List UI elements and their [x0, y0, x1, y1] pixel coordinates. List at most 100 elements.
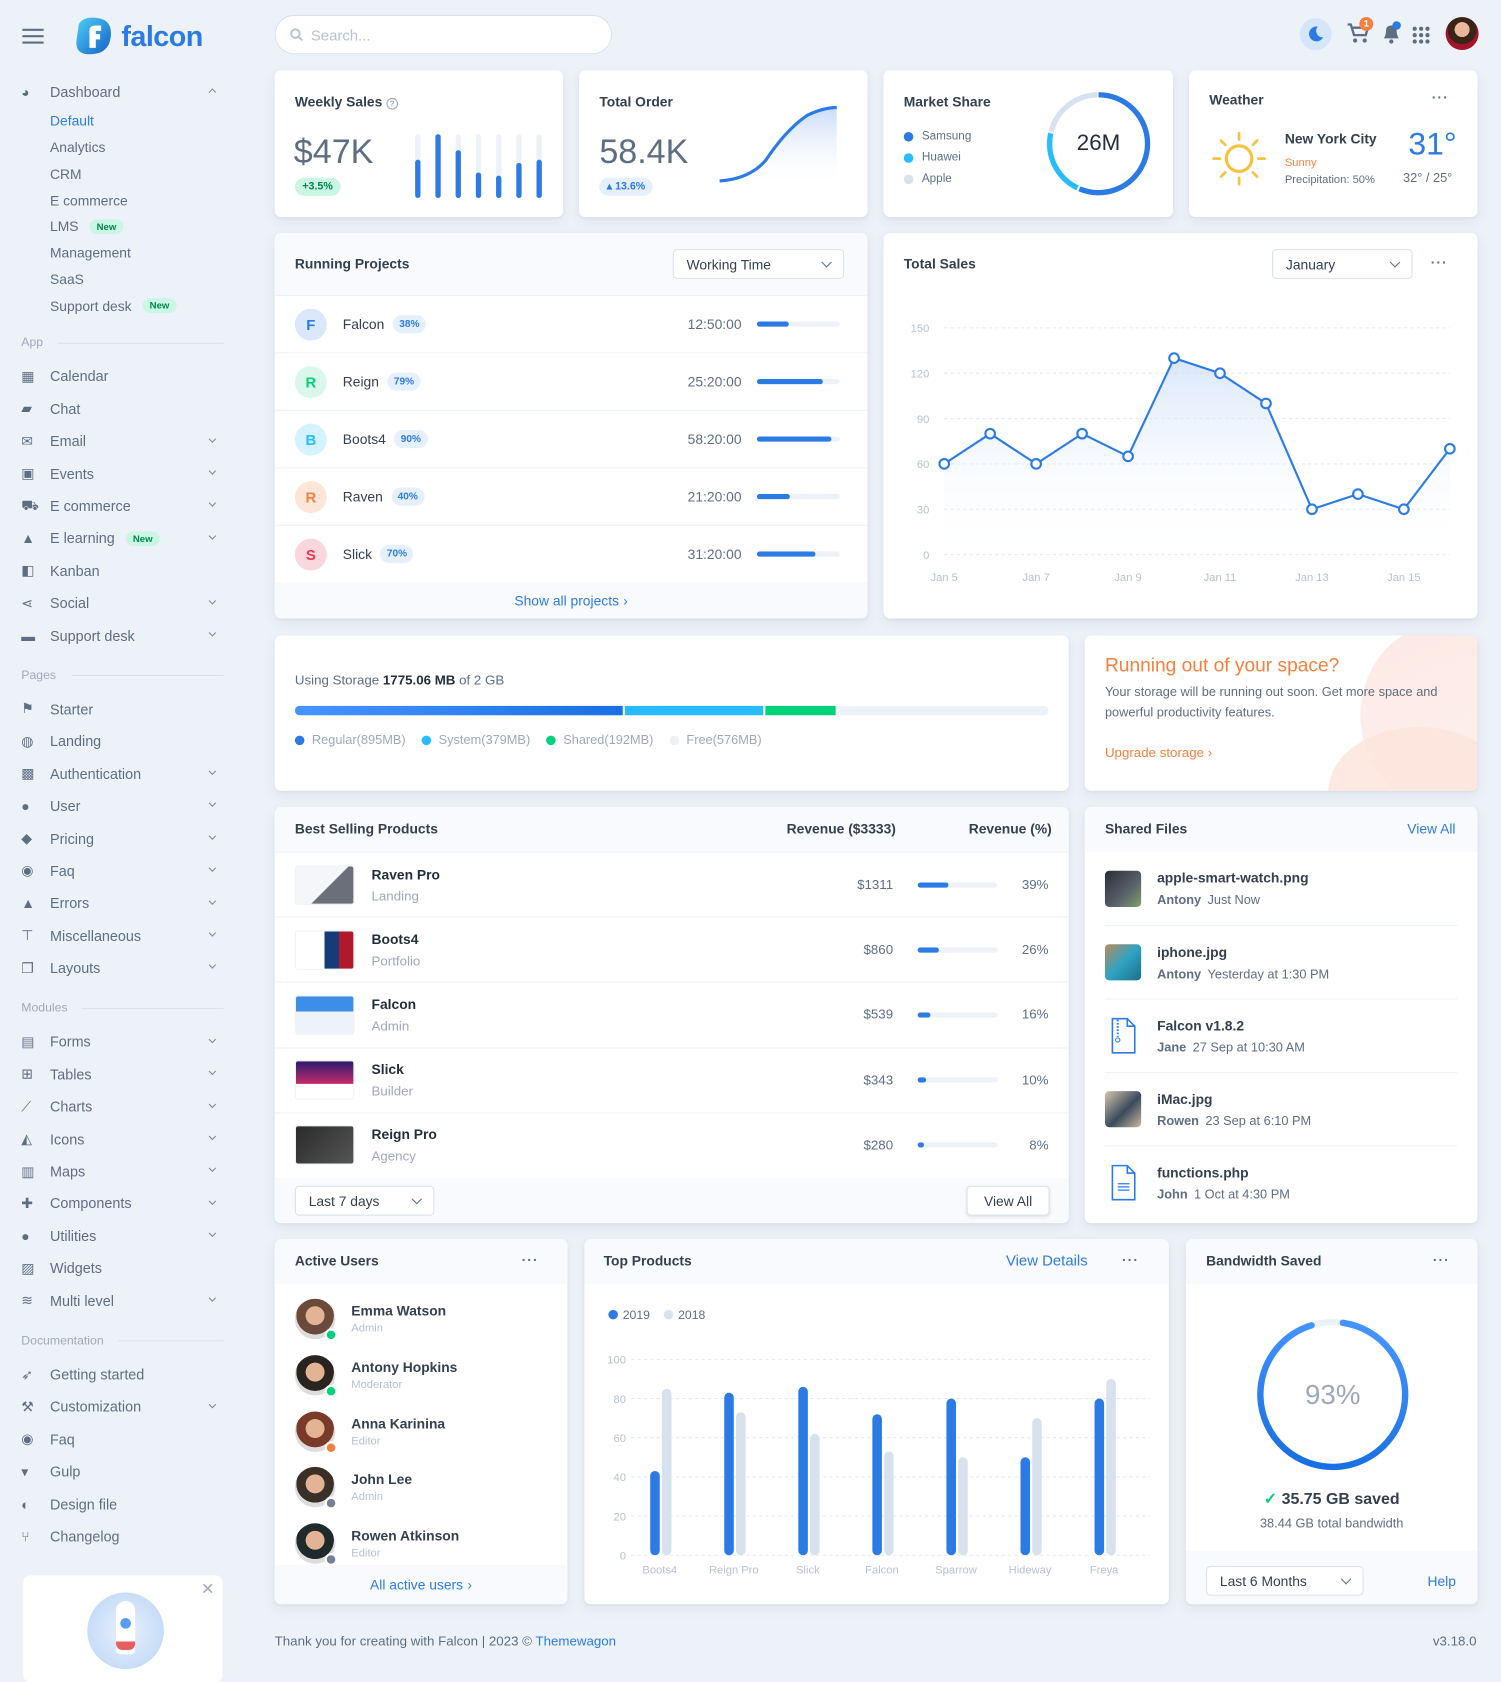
sidebar-item-widgets[interactable]: ▨ Widgets — [21, 1252, 223, 1284]
bar-falcon-2019[interactable] — [872, 1414, 882, 1556]
sidebar-item-forms[interactable]: ▤ Forms — [21, 1026, 223, 1058]
show-all-projects-link[interactable]: Show all projects › — [274, 582, 868, 619]
view-all-files-link[interactable]: View All — [1407, 820, 1456, 837]
user-row[interactable]: Emma Watson Admin — [294, 1291, 547, 1346]
sidebar-item-kanban[interactable]: ◧ Kanban — [21, 555, 223, 587]
user-row[interactable]: Rowen Atkinson Editor — [294, 1516, 547, 1571]
sidebar-item-changelog[interactable]: ⑂ Changelog — [21, 1520, 223, 1552]
data-point-jan-14[interactable] — [1352, 488, 1364, 500]
cart-button[interactable]: 1 — [1347, 17, 1374, 49]
sidebar-item-pricing[interactable]: ◆ Pricing — [21, 823, 223, 855]
product-row[interactable]: Falcon Admin $539 16% — [274, 981, 1069, 1047]
sidebar-item-maps[interactable]: ▥ Maps — [21, 1155, 223, 1187]
user-row[interactable]: Antony Hopkins Moderator — [294, 1347, 547, 1402]
sidebar-item-miscellaneous[interactable]: ⊤ Miscellaneous — [21, 920, 223, 952]
sidebar-item-chat[interactable]: ▰ Chat — [21, 393, 223, 425]
project-row[interactable]: B Boots4 90% 58:20:00 — [274, 409, 868, 467]
data-point-jan-8[interactable] — [1076, 427, 1088, 440]
help-link[interactable]: Help — [1427, 1573, 1456, 1590]
sidebar-subitem-support-desk[interactable]: Support desk New — [21, 293, 223, 319]
sidebar-item-authentication[interactable]: ▩ Authentication — [21, 758, 223, 790]
brand-logo[interactable]: falcon — [72, 16, 203, 56]
bar-falcon-2018[interactable] — [884, 1451, 894, 1556]
user-avatar[interactable] — [1445, 17, 1479, 51]
user-row[interactable]: John Lee Admin — [294, 1460, 547, 1515]
file-row[interactable]: functions.php John 1 Oct at 4:30 PM — [1104, 1145, 1458, 1218]
sidebar-item-landing[interactable]: ◍ Landing — [21, 726, 223, 758]
sidebar-item-faq[interactable]: ◉ Faq — [21, 1423, 223, 1455]
product-row[interactable]: Reign Pro Agency $280 8% — [274, 1112, 1069, 1177]
sidebar-item-utilities[interactable]: ● Utilities — [21, 1220, 223, 1252]
sidebar-subitem-lms[interactable]: LMS New — [21, 214, 223, 240]
data-point-jan-7[interactable] — [1030, 458, 1043, 470]
sidebar-item-dashboard[interactable]: ◕ Dashboard — [21, 76, 223, 108]
sidebar-item-support-desk[interactable]: ▬ Support desk — [21, 619, 223, 651]
data-point-jan-9[interactable] — [1122, 450, 1134, 463]
project-row[interactable]: F Falcon 38% 12:50:00 — [274, 294, 868, 352]
sidebar-subitem-saas[interactable]: SaaS — [21, 266, 223, 292]
sidebar-item-layouts[interactable]: ❐ Layouts — [21, 952, 223, 984]
product-row[interactable]: Slick Builder $343 10% — [274, 1047, 1069, 1112]
sidebar-item-components[interactable]: ✚ Components — [21, 1188, 223, 1220]
sidebar-item-calendar[interactable]: ▦ Calendar — [21, 361, 223, 393]
data-point-jan-11[interactable] — [1214, 367, 1226, 380]
file-row[interactable]: iphone.jpg Antony Yesterday at 1:30 PM — [1104, 925, 1458, 998]
sidebar-subitem-default[interactable]: Default — [21, 108, 223, 134]
search-input[interactable]: Search... — [274, 14, 613, 55]
period-select[interactable]: Last 6 Months — [1206, 1565, 1364, 1596]
bar-hideway-2018[interactable] — [1032, 1418, 1042, 1556]
sidebar-item-email[interactable]: ✉ Email — [21, 425, 223, 457]
more-options-icon[interactable]: ··· — [1121, 1251, 1140, 1268]
apps-grid-button[interactable] — [1412, 26, 1430, 44]
notifications-button[interactable] — [1381, 21, 1402, 50]
more-options-icon[interactable]: ··· — [1432, 1251, 1450, 1268]
project-row[interactable]: S Slick 70% 31:20:00 — [274, 524, 868, 582]
sidebar-item-tables[interactable]: ⊞ Tables — [21, 1058, 223, 1090]
file-row[interactable]: iMac.jpg Rowen 23 Sep at 6:10 PM — [1104, 1071, 1458, 1145]
more-options-icon[interactable]: ··· — [1430, 254, 1448, 271]
menu-toggle[interactable] — [22, 28, 44, 44]
bar-sparrow-2019[interactable] — [946, 1398, 956, 1556]
themewagon-link[interactable]: Themewagon — [535, 1634, 617, 1649]
sidebar-item-multi-level[interactable]: ≋ Multi level — [21, 1285, 223, 1317]
sidebar-item-user[interactable]: ● User — [21, 790, 223, 822]
sidebar-subitem-analytics[interactable]: Analytics — [21, 134, 223, 160]
sidebar-item-charts[interactable]: ⟋ Charts — [21, 1091, 223, 1123]
sidebar-item-e-commerce[interactable]: ⛟ E commerce — [21, 490, 223, 522]
period-select[interactable]: Last 7 days — [294, 1185, 435, 1216]
sidebar-item-starter[interactable]: ⚑ Starter — [21, 693, 223, 725]
sidebar-subitem-crm[interactable]: CRM — [21, 161, 223, 187]
data-point-jan-10[interactable] — [1168, 352, 1180, 364]
sidebar-item-faq[interactable]: ◉ Faq — [21, 855, 223, 887]
sidebar-subitem-management[interactable]: Management — [21, 240, 223, 266]
bar-slick-2019[interactable] — [798, 1386, 808, 1556]
project-row[interactable]: R Reign 79% 25:20:00 — [274, 352, 868, 409]
sidebar-item-social[interactable]: ⋖ Social — [21, 587, 223, 619]
sidebar-item-design-file[interactable]: ◐ Design file — [21, 1488, 223, 1520]
help-icon[interactable]: ? — [386, 97, 398, 110]
product-row[interactable]: Boots4 Portfolio $860 26% — [274, 916, 1069, 982]
upgrade-storage-link[interactable]: Upgrade storage › — [1105, 745, 1212, 760]
bar-boots4-2019[interactable] — [650, 1471, 660, 1556]
bar-freya-2019[interactable] — [1094, 1398, 1105, 1556]
sidebar-item-getting-started[interactable]: ➶ Getting started — [21, 1359, 223, 1391]
bar-boots4-2018[interactable] — [661, 1388, 672, 1556]
bar-hideway-2019[interactable] — [1020, 1457, 1031, 1556]
sidebar-item-errors[interactable]: ▲ Errors — [21, 887, 223, 919]
sidebar-subitem-e-commerce[interactable]: E commerce — [21, 187, 223, 213]
data-point-jan-6[interactable] — [984, 427, 997, 440]
data-point-jan-12[interactable] — [1260, 397, 1272, 410]
data-point-jan-15[interactable] — [1398, 503, 1410, 516]
data-point-jan-16[interactable] — [1443, 442, 1456, 455]
bar-freya-2018[interactable] — [1106, 1378, 1116, 1556]
sidebar-item-events[interactable]: ▣ Events — [21, 458, 223, 490]
more-options-icon[interactable]: ··· — [521, 1251, 539, 1268]
working-time-select[interactable]: Working Time — [672, 249, 845, 279]
sidebar-item-icons[interactable]: ◭ Icons — [21, 1123, 223, 1155]
bar-sparrow-2018[interactable] — [958, 1457, 968, 1556]
bar-reign-pro-2019[interactable] — [724, 1392, 734, 1556]
month-select[interactable]: January — [1272, 249, 1413, 279]
all-active-users-link[interactable]: All active users › — [274, 1564, 568, 1605]
view-details-link[interactable]: View Details — [1005, 1251, 1088, 1269]
more-options-icon[interactable]: ··· — [1431, 89, 1449, 106]
